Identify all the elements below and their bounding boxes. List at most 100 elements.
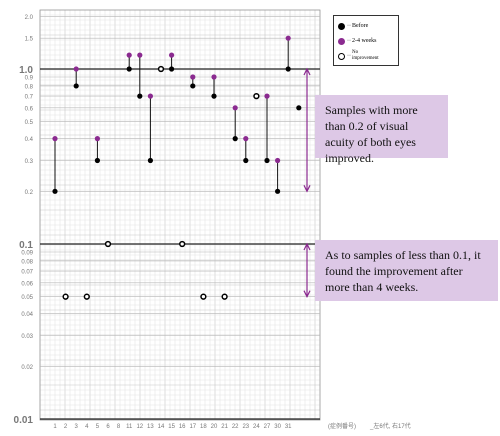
x-tick-label: 4 xyxy=(85,424,89,430)
point-no-improvement xyxy=(200,293,207,300)
x-tick-labels: 1 2 3 4 5 6 8 11 12 13 14 15 16 17 18 20 21 22 23 24 27 30 31 xyxy=(53,424,292,430)
y-tick-label: 0.07 xyxy=(21,270,33,276)
x-tick-label: 16 xyxy=(179,424,186,430)
point-before xyxy=(275,188,281,194)
x-tick-label: 11 xyxy=(126,424,133,430)
legend: ·· Before ·· 2-4 weeks ·· No improvement xyxy=(333,15,399,66)
x-axis-label: (症例番号) xyxy=(328,422,356,430)
point-2-4-weeks xyxy=(147,93,153,99)
point-2-4-weeks xyxy=(190,74,196,80)
plot-frame xyxy=(39,9,321,421)
point-before xyxy=(243,157,249,164)
point-no-improvement xyxy=(179,240,186,248)
y-tick-label: 0.06 xyxy=(21,281,33,287)
legend-weeks-label: 2-4 weeks xyxy=(352,38,377,44)
y-tick-label: 0.2 xyxy=(25,190,34,196)
data-points xyxy=(52,35,302,300)
point-2-4-weeks xyxy=(275,157,281,164)
legend-item-before: ·· Before xyxy=(338,21,368,31)
x-tick-label: 23 xyxy=(242,424,249,430)
point-2-4-weeks xyxy=(243,136,249,142)
x-tick-label: 24 xyxy=(253,424,260,430)
y-tick-label: 0.3 xyxy=(25,159,34,165)
point-2-4-weeks xyxy=(285,35,291,41)
point-no-improvement xyxy=(83,293,90,300)
y-tick-label: 0.5 xyxy=(25,120,34,126)
grid-lines xyxy=(39,9,321,421)
point-2-4-weeks xyxy=(73,66,79,72)
y-tick-label: 0.05 xyxy=(21,295,33,301)
point-2-4-weeks xyxy=(52,136,58,142)
legend-item-no-improvement: ·· No improvement xyxy=(338,49,386,63)
point-before xyxy=(190,83,196,89)
y-tick-label: 0.4 xyxy=(25,137,34,143)
point-no-improvement xyxy=(104,240,112,248)
point-before xyxy=(296,105,302,111)
x-tick-label: 12 xyxy=(136,424,143,430)
y-tick-label: 0.03 xyxy=(21,334,33,340)
x-tick-label: 6 xyxy=(106,424,110,430)
point-before xyxy=(52,188,58,194)
annotation-arrows xyxy=(303,67,311,299)
point-before xyxy=(126,66,132,72)
footer-note: _左6代, 右17代 xyxy=(369,422,411,430)
point-before xyxy=(94,157,100,164)
x-tick-label: 27 xyxy=(264,424,271,430)
x-tick-label: 15 xyxy=(168,424,175,430)
point-2-4-weeks xyxy=(137,52,143,58)
point-2-4-weeks xyxy=(264,93,270,99)
point-2-4-weeks xyxy=(94,136,100,142)
y-tick-label: 0.09 xyxy=(21,251,33,257)
point-no-improvement xyxy=(221,293,228,300)
legend-before-label: Before xyxy=(352,23,369,29)
legend-before-marker xyxy=(338,22,345,30)
y-tick-label: 0.7 xyxy=(25,95,34,101)
y-tick-label: 0.04 xyxy=(21,312,33,318)
y-tick-label: 0.02 xyxy=(21,365,33,371)
x-tick-label: 13 xyxy=(147,424,154,430)
point-2-4-weeks xyxy=(232,105,238,111)
point-before xyxy=(285,66,291,72)
x-tick-label: 20 xyxy=(211,424,218,430)
point-before xyxy=(73,83,79,89)
x-tick-label: 1 xyxy=(53,424,57,430)
y-tick-label: 1.5 xyxy=(25,37,34,43)
point-before xyxy=(169,66,175,72)
point-before xyxy=(147,157,153,164)
annotation-arrowhead-top xyxy=(303,242,311,251)
x-tick-label: 30 xyxy=(274,424,281,430)
x-tick-label: 22 xyxy=(232,424,239,430)
y-tick-label: 0.01 xyxy=(14,415,34,426)
point-2-4-weeks xyxy=(126,52,132,58)
x-tick-label: 31 xyxy=(285,424,292,430)
x-tick-label: 5 xyxy=(96,424,100,430)
x-tick-label: 17 xyxy=(189,424,196,430)
legend-no-improvement-label: No improvement xyxy=(352,50,379,61)
y-tick-label: 0.1 xyxy=(19,240,33,251)
point-2-4-weeks xyxy=(169,52,175,58)
y-tick-label: 0.9 xyxy=(25,76,34,82)
x-tick-label: 8 xyxy=(117,424,121,430)
x-tick-label: 2 xyxy=(64,424,68,430)
annotation-lower: As to samples of less than 0.1, it found… xyxy=(315,240,498,301)
legend-item-weeks: ·· 2-4 weeks xyxy=(338,36,377,46)
y-tick-label: 2.0 xyxy=(25,15,34,21)
x-tick-label: 18 xyxy=(200,424,207,430)
point-2-4-weeks xyxy=(211,74,217,80)
point-before xyxy=(264,157,270,164)
annotation-arrowhead-bottom xyxy=(303,185,311,193)
y-tick-labels: 2.0 1.5 1.00.9 0.8 0.7 0.6 0.5 0.4 0.3 0.2 0.10.09… xyxy=(14,15,34,426)
y-tick-label: 0.08 xyxy=(21,259,33,265)
point-before xyxy=(137,93,143,99)
point-no-improvement xyxy=(62,293,69,300)
y-tick-label: 1.0 xyxy=(19,65,33,76)
annotation-arrowhead-bottom xyxy=(303,290,311,299)
point-no-improvement xyxy=(157,65,165,73)
y-tick-label: 0.8 xyxy=(25,84,34,90)
x-tick-label: 21 xyxy=(221,424,228,430)
annotation-upper: Samples with more than 0.2 of visual acu… xyxy=(315,95,448,165)
point-before xyxy=(232,136,238,142)
x-tick-label: 14 xyxy=(158,424,165,430)
point-before xyxy=(211,93,217,99)
